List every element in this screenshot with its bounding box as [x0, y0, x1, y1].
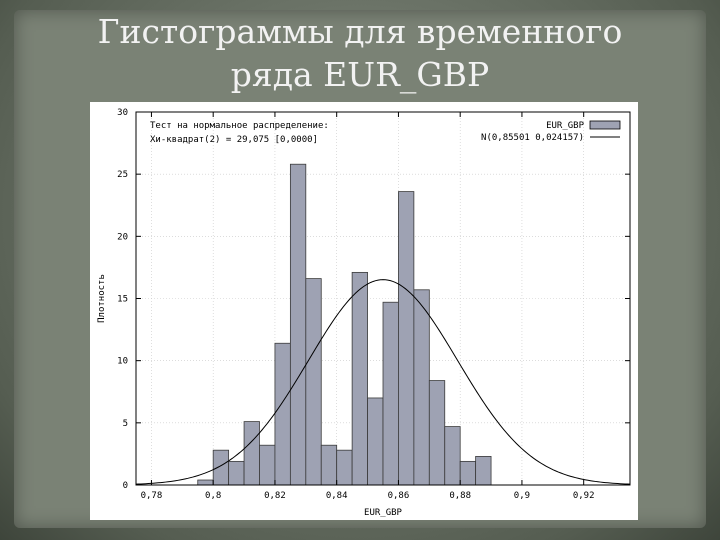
- histogram-bar: [320, 444, 338, 486]
- y-axis-label: Плотность: [97, 274, 107, 323]
- histogram-svg: 0,78 0,8 0,82 0,84 0,86 0,88 0,9 0,92 0 5 10 15 20 25…: [97, 108, 631, 518]
- x-tick-label: 0,8: [205, 491, 221, 501]
- histogram-bar: [398, 191, 415, 486]
- histogram-bars: [197, 163, 492, 486]
- y-tick-label: 0: [123, 481, 128, 491]
- x-tick-label: 0,88: [449, 491, 471, 501]
- slide-title: Гистограммы для временного ряда EUR_GBP: [0, 10, 720, 96]
- legend-swatch-histogram: [589, 120, 621, 130]
- y-tick-label: 25: [117, 170, 128, 180]
- x-tick-label: 0,86: [388, 491, 410, 501]
- x-axis-label: EUR_GBP: [364, 508, 403, 518]
- x-tick-label: 0,9: [514, 491, 530, 501]
- axis-ticks: 0,78 0,8 0,82 0,84 0,86 0,88 0,9 0,92 0 5 10 15 20 25…: [117, 108, 630, 501]
- histogram-chart: 0,78 0,8 0,82 0,84 0,86 0,88 0,9 0,92 0 5 10 15 20 25…: [90, 102, 638, 520]
- x-tick-label: 0,92: [573, 491, 595, 501]
- chi-square-result: Хи-квадрат(2) = 29,075 [0,0000]: [150, 135, 318, 145]
- y-tick-label: 5: [123, 419, 128, 429]
- title-line-1: Гистограммы для временного: [97, 12, 623, 51]
- y-tick-label: 30: [117, 108, 128, 118]
- legend-label-histogram: EUR_GBP: [546, 121, 585, 131]
- x-tick-label: 0,82: [264, 491, 286, 501]
- histogram-bar: [351, 271, 368, 486]
- title-line-2: ряда EUR_GBP: [230, 55, 490, 94]
- histogram-bar: [382, 301, 399, 486]
- legend-label-normal: N(0,85501 0,024157): [481, 133, 584, 143]
- y-tick-label: 15: [117, 295, 128, 305]
- normality-test-title: Тест на нормальное распределение:: [150, 121, 329, 131]
- histogram-bar: [212, 449, 230, 486]
- histogram-bar: [243, 421, 260, 486]
- histogram-bar: [259, 444, 276, 486]
- x-tick-label: 0,84: [326, 491, 348, 501]
- normal-curve-line: [135, 279, 631, 485]
- histogram-bar: [274, 342, 291, 486]
- histogram-bar: [475, 456, 492, 486]
- histogram-bar: [289, 163, 307, 486]
- histogram-bar: [444, 426, 461, 486]
- y-tick-label: 10: [117, 357, 128, 367]
- histogram-bar: [336, 449, 353, 486]
- histogram-bar: [367, 397, 384, 486]
- x-tick-label: 0,78: [141, 491, 163, 501]
- histogram-bar: [305, 278, 322, 486]
- y-tick-label: 20: [117, 232, 128, 242]
- histogram-bar: [197, 479, 214, 486]
- histogram-bar: [459, 460, 477, 486]
- histogram-bar: [428, 380, 446, 486]
- histogram-bar: [228, 460, 245, 486]
- histogram-bar: [413, 289, 430, 486]
